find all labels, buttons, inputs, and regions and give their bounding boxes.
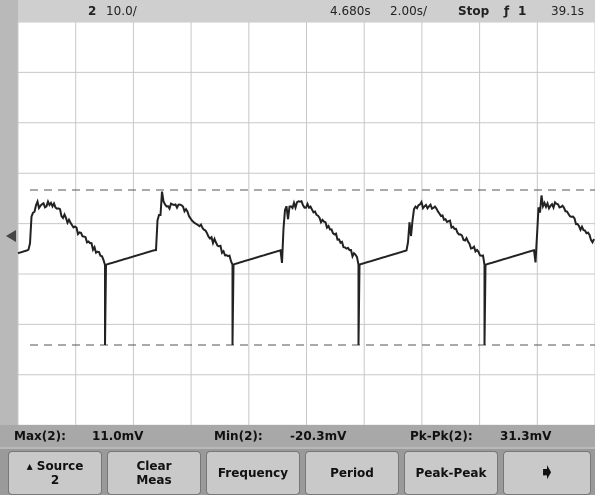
softkey-bar: ▴ Source 2 Clear Meas Frequency Period Pea… bbox=[0, 449, 595, 495]
softkey-next[interactable]: ➧ bbox=[503, 451, 591, 495]
measurement-bar: Max(2): 11.0mV Min(2): -20.3mV Pk-Pk(2):… bbox=[0, 425, 595, 447]
meas-value: -20.3mV bbox=[290, 429, 347, 443]
softkey-sub: Meas bbox=[136, 473, 172, 487]
softkey-label: Clear bbox=[136, 459, 172, 473]
ground-marker bbox=[6, 230, 16, 242]
softkey-sub: 2 bbox=[50, 473, 60, 487]
scale: 10.0/ bbox=[106, 4, 137, 18]
softkey-icon: ▴ bbox=[26, 459, 37, 473]
meas-value: 31.3mV bbox=[500, 429, 552, 443]
waveform bbox=[17, 191, 595, 346]
channel: 2 bbox=[88, 4, 97, 18]
softkey[interactable]: ▴ Source 2 bbox=[8, 451, 102, 495]
position: 4.680s bbox=[330, 4, 371, 18]
softkey-label: Period bbox=[330, 466, 374, 480]
meas-value: 11.0mV bbox=[92, 429, 144, 443]
softkey[interactable]: Clear Meas bbox=[107, 451, 201, 495]
meas-label: Pk-Pk(2): bbox=[410, 429, 473, 443]
softkey[interactable]: Period bbox=[305, 451, 399, 495]
meas-label: Max(2): bbox=[14, 429, 66, 443]
trigger-level: 39.1s bbox=[551, 4, 584, 18]
softkey-label: Source bbox=[36, 459, 84, 473]
softkey[interactable]: Peak-Peak bbox=[404, 451, 498, 495]
softkey-label: Frequency bbox=[217, 466, 289, 480]
softkey-label: Peak-Peak bbox=[415, 466, 487, 480]
trigger-source: 1 bbox=[518, 4, 527, 18]
timebase: 2.00s/ bbox=[390, 4, 428, 18]
softkey[interactable]: Frequency bbox=[206, 451, 300, 495]
run-state: Stop bbox=[458, 4, 490, 18]
meas-label: Min(2): bbox=[214, 429, 263, 443]
status-bar: 2 10.0/ 4.680s 2.00s/ Stop ƒ 1 39.1s bbox=[18, 0, 595, 22]
trigger-slope: ƒ bbox=[504, 4, 510, 18]
